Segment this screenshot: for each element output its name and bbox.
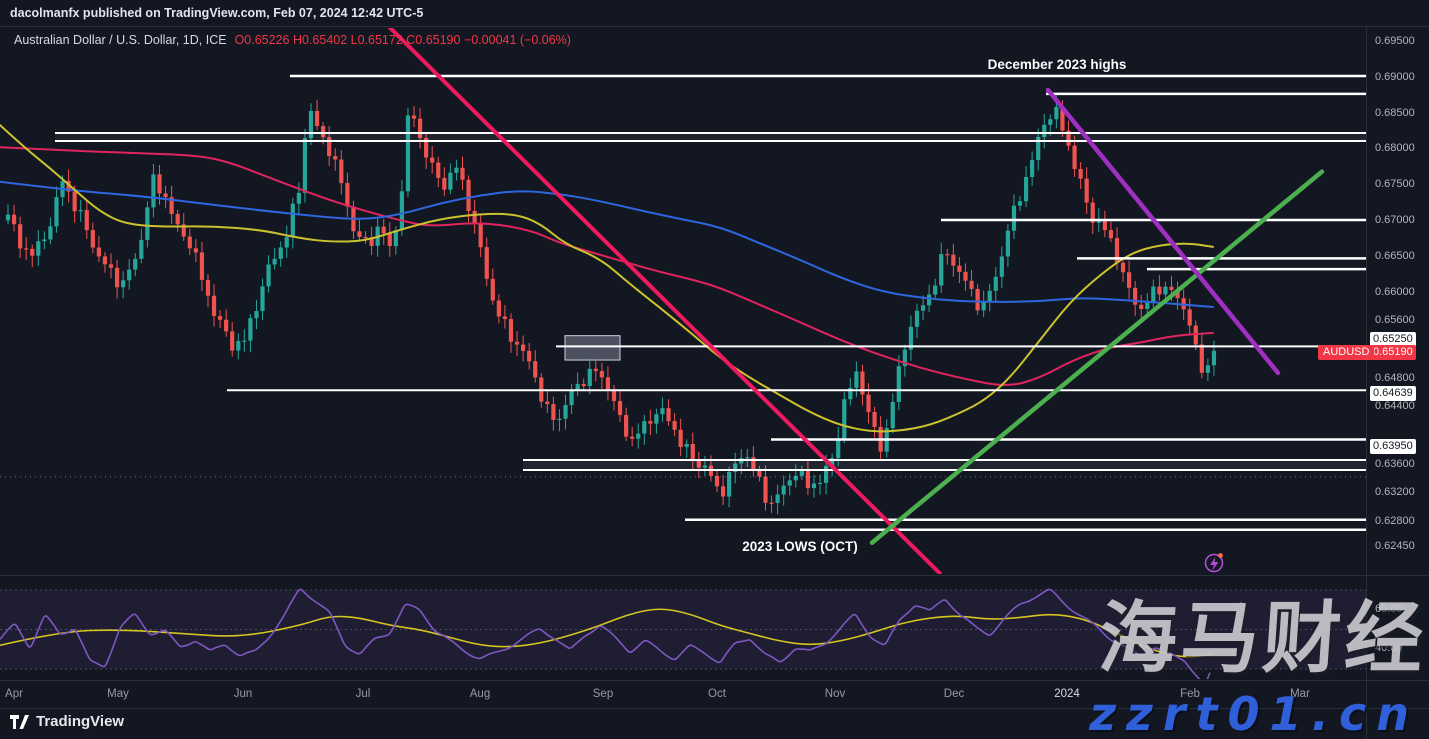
price-tick: 0.66000	[1375, 285, 1415, 298]
rsi-line	[0, 588, 1211, 679]
price-tick: 0.68000	[1375, 142, 1415, 155]
time-tick-Nov: Nov	[824, 688, 846, 700]
watermark-chinese: 海马财经	[1095, 594, 1429, 684]
time-tick-Aug: Aug	[469, 688, 491, 700]
time-tick-Jul: Jul	[355, 688, 371, 700]
publish-bar: dacolmanfx published on TradingView.com,…	[0, 0, 1429, 27]
flash-icon[interactable]	[1204, 553, 1224, 573]
price-axis[interactable]: 0.69500 0.69000 0.68500 0.68000 0.67500 0.670…	[1366, 27, 1429, 739]
price-tick: 0.67000	[1375, 214, 1415, 227]
price-badge-0.63950: 0.63950	[1370, 439, 1416, 455]
uptrend-green-trendline[interactable]	[869, 169, 1325, 545]
time-tick-May: May	[107, 688, 129, 700]
price-badge-0.64639: 0.64639	[1370, 385, 1416, 401]
ma_yellow-line[interactable]	[0, 124, 1214, 433]
pane-separator[interactable]	[0, 575, 1429, 576]
publish-line: dacolmanfx published on TradingView.com,…	[10, 6, 424, 20]
price-badge-0.65190: 0.65190	[1370, 345, 1416, 361]
highlight-zone	[564, 335, 621, 361]
chart-annotation: 2023 LOWS (OCT)	[742, 539, 858, 554]
time-tick-Jun: Jun	[233, 688, 253, 700]
rsi-pane[interactable]	[0, 588, 1366, 683]
price-tick: 0.68500	[1375, 106, 1415, 119]
price-tick: 0.66500	[1375, 249, 1415, 262]
downtrend-purple-trendline[interactable]	[1045, 87, 1281, 376]
time-tick-Oct: Oct	[708, 688, 726, 700]
axis-separator-top	[0, 680, 1429, 681]
time-tick-Apr: Apr	[5, 688, 23, 700]
parallel-channel[interactable]	[55, 131, 1366, 142]
time-tick-Dec: Dec	[943, 688, 965, 700]
ma_crimson-line[interactable]	[0, 146, 1214, 386]
price-tick: 0.64800	[1375, 371, 1415, 384]
axis-separator-bottom	[0, 708, 1429, 709]
rsi-tick: 60.00	[1375, 602, 1403, 615]
main-pane[interactable]: December 2023 highs 2023 LOWS (OCT)	[0, 28, 1366, 574]
price-tick: 0.63600	[1375, 457, 1415, 470]
price-tick: 0.69500	[1375, 35, 1415, 47]
symbol-legend: Australian Dollar / U.S. Dollar, 1D, ICE…	[14, 33, 571, 47]
price-tick: 0.65600	[1375, 314, 1415, 327]
price-tick: 0.62800	[1375, 514, 1415, 527]
downtrend-pink-trendline[interactable]	[388, 28, 942, 574]
price-badge-0.65250: 0.65250	[1370, 331, 1416, 347]
price-tick: 0.63200	[1375, 486, 1415, 499]
time-tick-Mar: Mar	[1290, 688, 1310, 700]
symbol-title: Australian Dollar / U.S. Dollar, 1D, ICE	[14, 33, 227, 47]
tradingview-logo[interactable]: TradingView	[10, 713, 124, 730]
parallel-channel[interactable]	[523, 458, 1366, 471]
ohlc-values: O0.65226 H0.65402 L0.65172 C0.65190 −0.0…	[234, 33, 571, 47]
price-tick: 0.62450	[1375, 540, 1415, 552]
symbol-price-label: AUDUSD	[1318, 345, 1375, 361]
watermark-url: zzrt01.cn	[1089, 687, 1419, 739]
candlestick-series	[5, 95, 1217, 515]
rsi-tick: 40.00	[1375, 642, 1403, 655]
time-axis[interactable]: Apr May Jun Jul Aug Sep Oct Nov Dec 2024 Feb Mar	[0, 680, 1366, 708]
price-tick: 0.69000	[1375, 70, 1415, 83]
price-tick: 0.67500	[1375, 178, 1415, 191]
time-tick-Feb: Feb	[1180, 688, 1200, 700]
time-tick-Sep: Sep	[592, 688, 614, 700]
price-tick: 0.64400	[1375, 400, 1415, 413]
rsi-ma-line	[0, 608, 1214, 658]
chart-annotation: December 2023 highs	[988, 57, 1127, 72]
ma_blue-line[interactable]	[0, 180, 1214, 309]
tradingview-logo-text: TradingView	[36, 713, 125, 730]
tradingview-logo-icon	[10, 714, 29, 729]
time-tick-2024: 2024	[1054, 688, 1080, 700]
